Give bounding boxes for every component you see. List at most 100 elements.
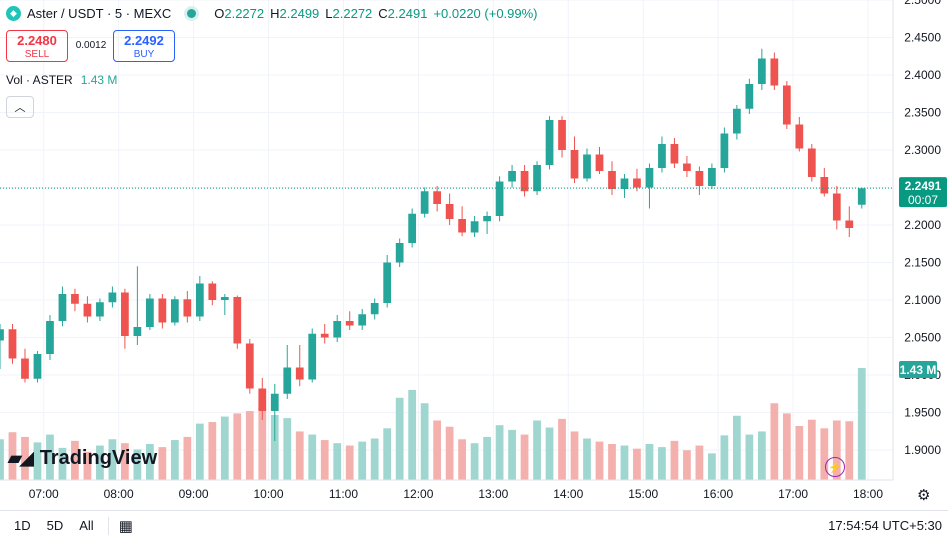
volume-bar [433, 420, 442, 480]
candle-body[interactable] [658, 144, 666, 168]
clock-timezone[interactable]: 17:54:54 UTC+5:30 [828, 518, 942, 533]
settings-icon[interactable]: ⚙ [917, 487, 931, 504]
last-price-badge[interactable] [899, 177, 947, 208]
open-label: O [214, 6, 225, 21]
candle-body[interactable] [320, 333, 329, 338]
calendar-range-icon[interactable]: ▦ [118, 517, 133, 535]
candle-body[interactable] [208, 283, 217, 301]
candle-body[interactable] [483, 216, 491, 222]
candle-body[interactable] [458, 219, 466, 233]
aster-logo-icon: ◆ [6, 6, 21, 21]
buy-price: 2.2492 [124, 33, 164, 48]
lightning-icon[interactable]: ⚡ [825, 457, 845, 477]
candle-body[interactable] [508, 171, 516, 182]
candle-body[interactable] [520, 171, 529, 192]
candle-body[interactable] [782, 85, 791, 125]
timeframe-5d-button[interactable]: 5D [46, 518, 64, 533]
candle-body[interactable] [245, 343, 254, 389]
symbol-title[interactable]: Aster / USDT · 5 · MEXC [27, 6, 172, 21]
candle-body[interactable] [745, 84, 754, 109]
candle-body[interactable] [832, 193, 841, 221]
candle-body[interactable] [420, 191, 429, 214]
volume-bar [533, 420, 541, 480]
candle-body[interactable] [220, 297, 229, 300]
candle-body[interactable] [96, 302, 104, 317]
candle-body[interactable] [8, 329, 17, 359]
candle-body[interactable] [258, 388, 267, 412]
candle-body[interactable] [158, 298, 167, 323]
candle-body[interactable] [83, 303, 92, 317]
volume-bar [21, 436, 29, 480]
buy-button[interactable]: 2.2492 BUY [113, 30, 175, 62]
candle-body[interactable] [720, 133, 729, 169]
time-tick-label: 11:00 [329, 487, 358, 501]
volume-bar [458, 439, 466, 480]
candle-body[interactable] [820, 177, 829, 194]
candle-body[interactable] [46, 321, 54, 354]
sell-button[interactable]: 2.2480 SELL [6, 30, 68, 62]
candle-body[interactable] [395, 243, 404, 263]
candle-body[interactable] [308, 333, 317, 380]
tradingview-logo[interactable]: ▰◢ TradingView [8, 447, 157, 470]
candle-body[interactable] [583, 154, 591, 179]
candle-body[interactable] [133, 327, 142, 336]
candle-body[interactable] [283, 367, 292, 394]
high-label: H [270, 6, 280, 21]
candle-body[interactable] [195, 283, 204, 317]
candle-body[interactable] [333, 321, 342, 338]
candle-body[interactable] [857, 188, 866, 205]
candle-body[interactable] [233, 297, 242, 344]
candle-body[interactable] [121, 292, 129, 337]
candle-body[interactable] [345, 321, 354, 326]
candle-body[interactable] [570, 150, 579, 179]
candle-body[interactable] [21, 358, 29, 379]
candle-body[interactable] [108, 292, 117, 303]
candle-body[interactable] [495, 181, 504, 217]
candle-body[interactable] [795, 124, 804, 149]
candle-body[interactable] [445, 204, 454, 219]
candle-body[interactable] [0, 329, 4, 341]
candle-body[interactable] [733, 108, 741, 134]
timeframe-all-button[interactable]: All [79, 518, 94, 533]
candle-body[interactable] [770, 58, 779, 86]
candle-body[interactable] [71, 294, 79, 304]
candle-body[interactable] [695, 171, 704, 186]
volume-bar [333, 443, 342, 480]
candle-body[interactable] [408, 213, 417, 243]
candle-body[interactable] [370, 303, 379, 315]
volume-bar [33, 442, 42, 480]
candle-body[interactable] [270, 393, 279, 411]
candle-body[interactable] [470, 221, 479, 233]
candle-body[interactable] [146, 298, 154, 328]
candle-body[interactable] [58, 294, 67, 321]
price-tick-label: 2.5000 [904, 0, 941, 7]
candle-body[interactable] [708, 168, 716, 186]
volume-bar [170, 440, 179, 480]
volume-bar [0, 439, 4, 480]
candle-body[interactable] [533, 165, 541, 192]
candle-body[interactable] [633, 178, 641, 188]
candle-body[interactable] [757, 58, 766, 85]
candle-body[interactable] [433, 191, 442, 204]
last-volume-badge [899, 361, 937, 378]
candle-body[interactable] [183, 299, 192, 317]
price-chart[interactable]: 2.50002.45002.40002.35002.30002.25002.20… [0, 0, 948, 510]
candle-body[interactable] [683, 163, 691, 172]
candle-body[interactable] [170, 299, 179, 323]
volume-label[interactable]: Vol · ASTER [6, 73, 73, 87]
collapse-legend-button[interactable]: ︿ [6, 96, 34, 118]
timeframe-1d-button[interactable]: 1D [14, 518, 31, 533]
candle-body[interactable] [807, 148, 816, 178]
candle-body[interactable] [33, 354, 42, 379]
candle-body[interactable] [383, 262, 392, 304]
candle-body[interactable] [620, 178, 629, 190]
candle-body[interactable] [295, 367, 304, 380]
candle-body[interactable] [545, 120, 554, 165]
candle-body[interactable] [670, 144, 679, 164]
candle-body[interactable] [595, 154, 604, 172]
candle-body[interactable] [558, 120, 566, 150]
candle-body[interactable] [645, 168, 654, 188]
candle-body[interactable] [608, 171, 616, 189]
candle-body[interactable] [845, 220, 854, 229]
candle-body[interactable] [358, 314, 367, 326]
